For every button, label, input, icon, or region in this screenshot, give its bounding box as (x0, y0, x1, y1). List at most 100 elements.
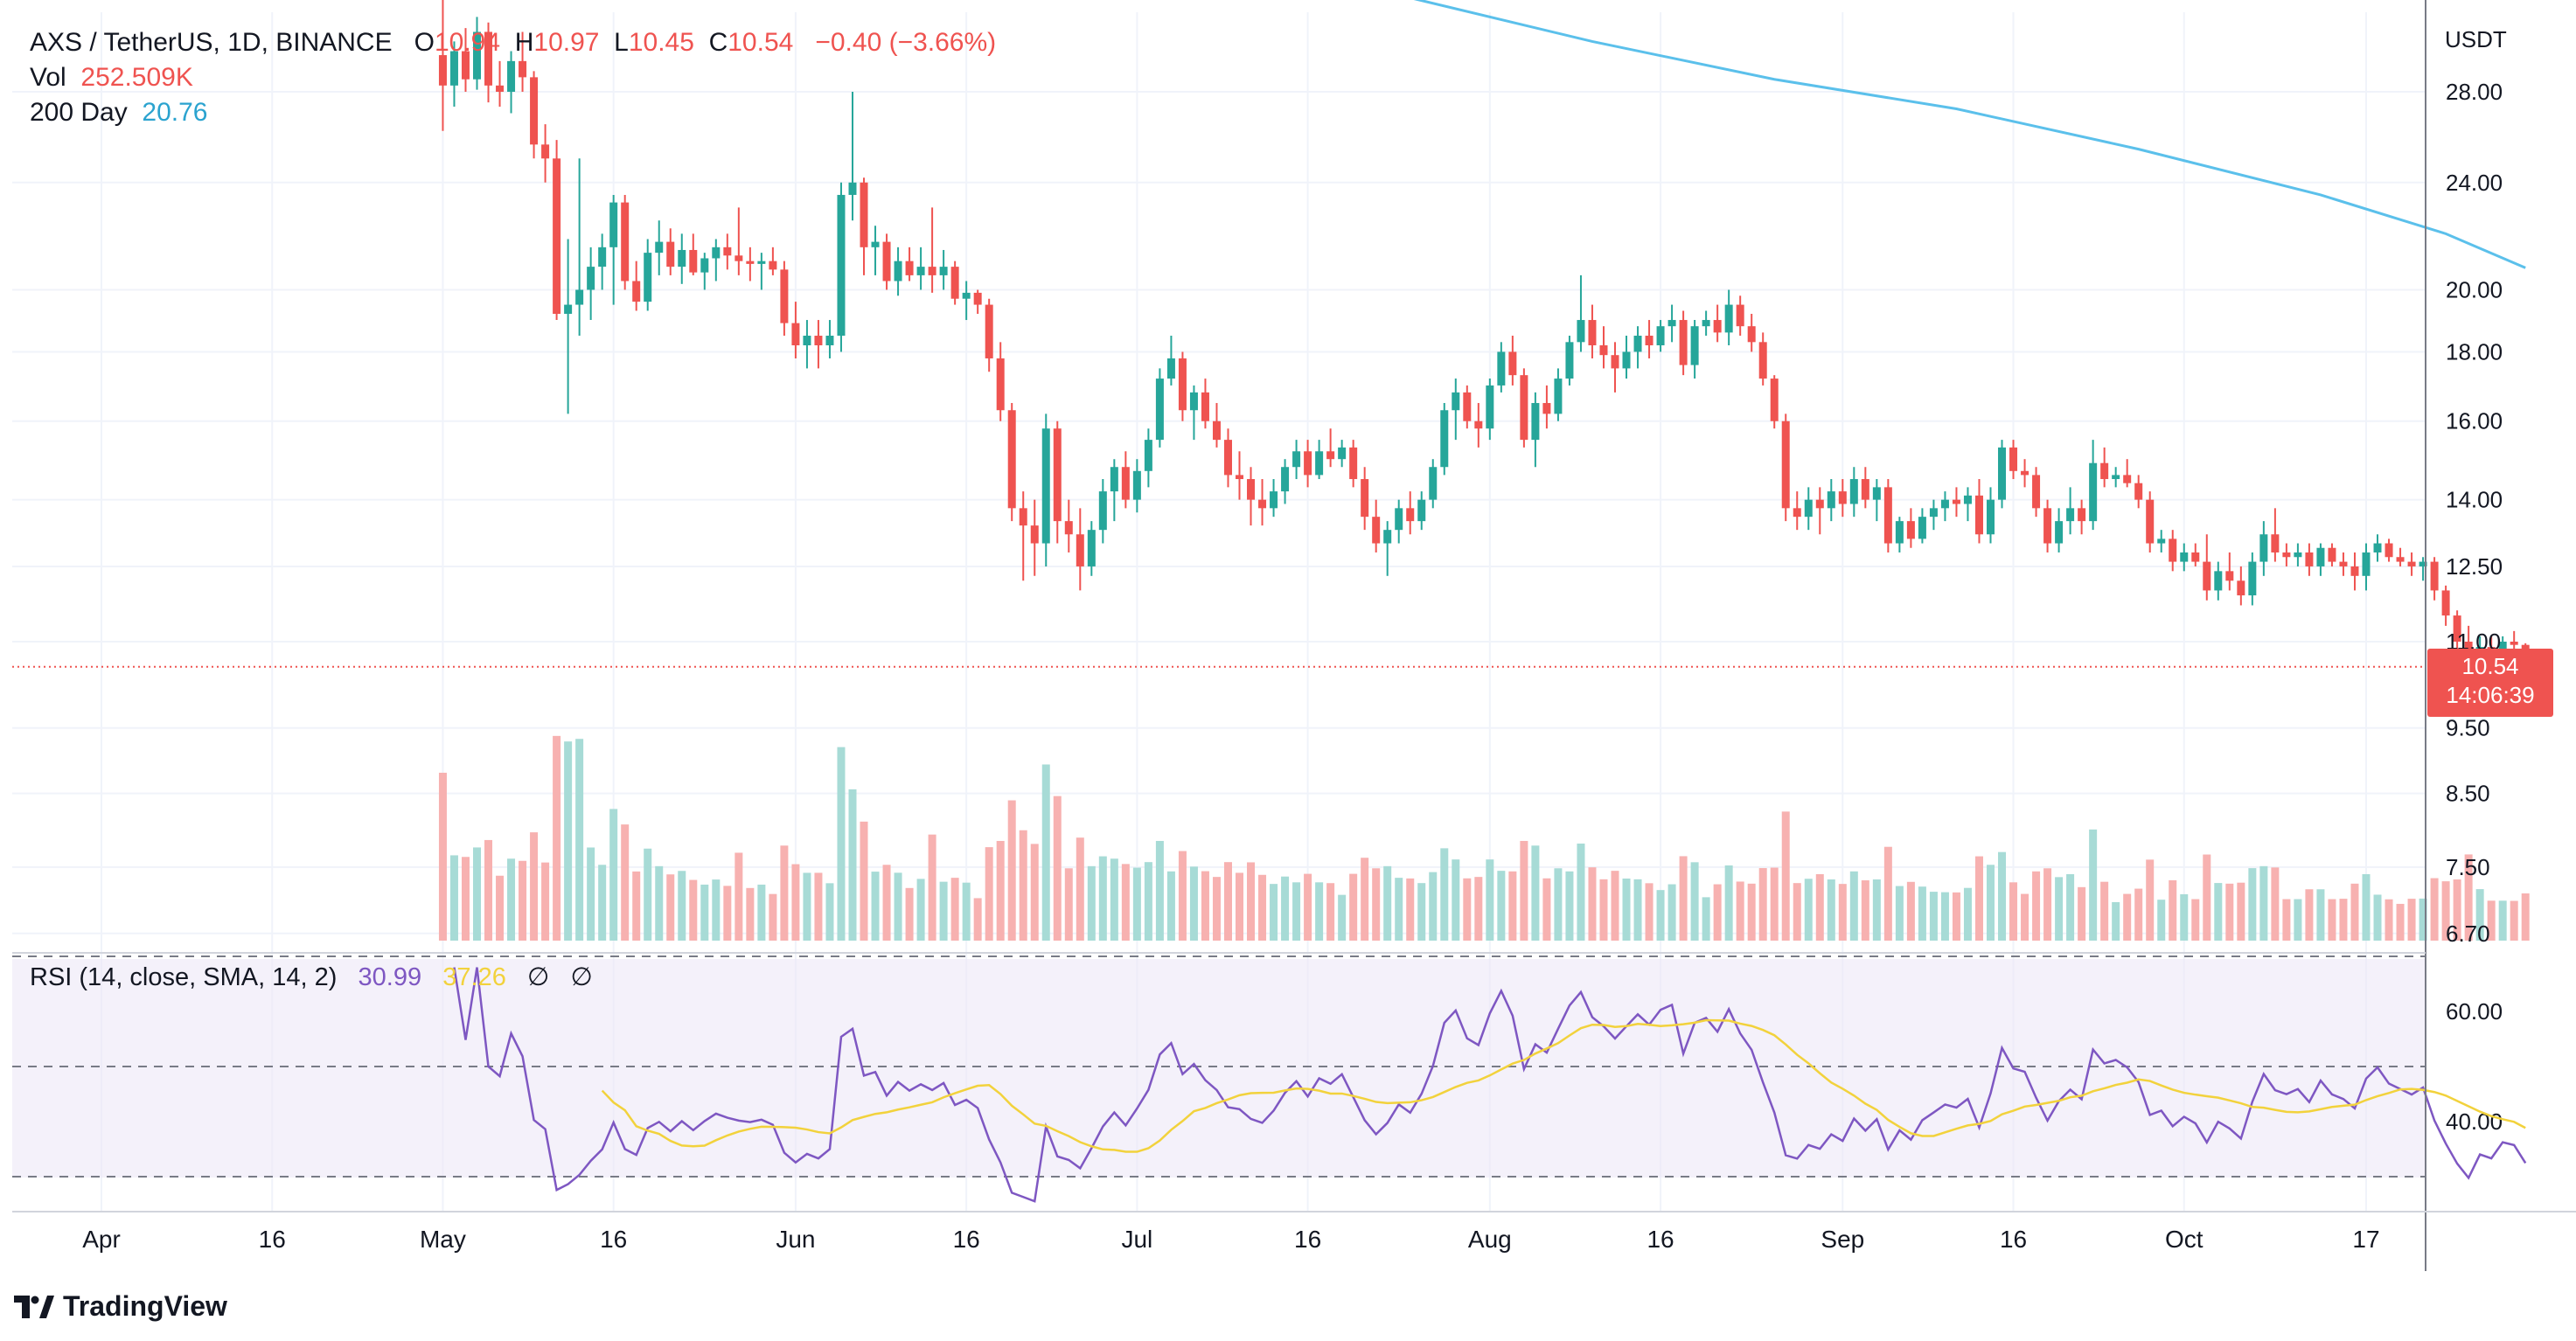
volume-bar (1166, 871, 1175, 941)
candle-body (1588, 320, 1597, 346)
rsi-value: 30.99 (358, 963, 422, 991)
price-tick-label: 24.00 (2446, 170, 2503, 196)
volume-bar (1883, 846, 1892, 941)
candle-body (1838, 491, 1847, 504)
candle-body (1064, 521, 1073, 535)
rsi-label[interactable]: RSI (14, close, SMA, 14, 2) (30, 963, 338, 991)
volume-bar (1463, 878, 1472, 941)
volume-bar (791, 864, 800, 941)
candle-body (2305, 552, 2314, 566)
time-tick-label: Oct (2165, 1226, 2204, 1253)
legend-ma-row: 200 Day 20.76 (30, 96, 996, 131)
candle-body (1383, 530, 1392, 544)
volume-bar (1963, 887, 1972, 941)
volume-bar (1952, 892, 1960, 941)
ma200-line (1413, 0, 2526, 269)
candle-body (916, 267, 925, 275)
candle-body (723, 247, 732, 256)
time-tick-label: Aug (1468, 1226, 1512, 1253)
candle-body (735, 255, 743, 261)
volume-bar (723, 886, 732, 941)
candle-body (1281, 467, 1290, 492)
volume-bar (2225, 883, 2234, 941)
close-label: C (708, 28, 728, 57)
volume-bar (1998, 851, 2007, 941)
volume-bar (814, 872, 823, 941)
price-tick-label: 20.00 (2446, 277, 2503, 303)
ma-label[interactable]: 200 Day (30, 98, 128, 127)
ma200-polyline (1413, 0, 2526, 269)
volume-bar (598, 865, 607, 941)
candle-body (1178, 358, 1187, 411)
candle-body (1883, 487, 1892, 544)
volume-bar (1270, 884, 1278, 941)
volume-bar (1030, 844, 1039, 941)
candle-body (1508, 351, 1517, 376)
volume-bar (1633, 879, 1642, 941)
time-tick-label: 16 (1294, 1226, 1321, 1253)
candle-body (1974, 495, 1983, 535)
candle-body (1906, 521, 1915, 539)
candle-body (1998, 447, 2007, 500)
candle-body (472, 31, 481, 80)
open-label: O (414, 28, 435, 57)
volume-bar (1588, 867, 1597, 941)
candle-body (1166, 358, 1175, 379)
volume-bar (2475, 889, 2484, 941)
volume-bar (553, 735, 561, 941)
candle-body (1212, 420, 1221, 441)
volume-bar (438, 772, 447, 941)
volume-bar (860, 821, 868, 941)
candle-body (1815, 499, 1824, 509)
open-value: 10.94 (434, 28, 501, 57)
volume-bar (2157, 900, 2166, 941)
candle-body (803, 336, 811, 346)
candle-body (1326, 451, 1335, 460)
candle-body (939, 267, 948, 275)
candle-body (507, 60, 516, 92)
volume-bar (996, 840, 1005, 941)
last-price-marker: 10.54 14:06:39 (2427, 649, 2553, 717)
volume-bar (1554, 868, 1563, 941)
legend-symbol-row: AXS / TetherUS, 1D, BINANCE O10.94 H10.9… (30, 26, 996, 61)
candle-body (1019, 508, 1027, 526)
candle-body (1076, 534, 1084, 566)
time-tick-label: 17 (2352, 1226, 2379, 1253)
volume-bar (871, 872, 880, 941)
candle-body (1667, 320, 1676, 327)
volume-bar (2487, 900, 2496, 941)
volume-bar (1758, 868, 1767, 941)
volume-bar (1315, 882, 1324, 941)
brand-name: TradingView (63, 1290, 227, 1322)
volume-bar (1542, 878, 1551, 941)
symbol-label[interactable]: AXS / TetherUS, 1D, BINANCE (30, 28, 393, 57)
volume-bar (530, 832, 539, 941)
rsi-sma-value: 37.26 (442, 963, 506, 991)
candle-body (1463, 392, 1472, 421)
volume-bar (1918, 886, 1926, 941)
candle-body (1520, 375, 1528, 441)
candle-body (1747, 326, 1756, 343)
candle-body (700, 258, 709, 273)
volume-bar (1486, 859, 1494, 941)
volume-bar (1304, 873, 1312, 941)
volume-bar (2373, 894, 2382, 941)
candle-body (2316, 547, 2325, 566)
volume-bar (1178, 851, 1187, 941)
tradingview-logo[interactable]: TradingView (14, 1290, 227, 1323)
volume-bar (1974, 856, 1983, 941)
rsi-tick-label: 60.00 (2446, 998, 2503, 1025)
volume-bar (1429, 872, 1438, 941)
candle-body (484, 31, 493, 86)
volume-bar (1622, 878, 1631, 941)
vol-label[interactable]: Vol (30, 63, 66, 92)
candle-body (973, 292, 982, 305)
currency-label[interactable]: USDT (2445, 26, 2507, 52)
volume-bar (848, 789, 857, 941)
candle-body (2089, 462, 2098, 522)
candle-body (575, 289, 584, 305)
candle-body (1963, 495, 1972, 504)
rsi-polyline (453, 967, 2527, 1203)
volume-bar (1383, 865, 1392, 941)
